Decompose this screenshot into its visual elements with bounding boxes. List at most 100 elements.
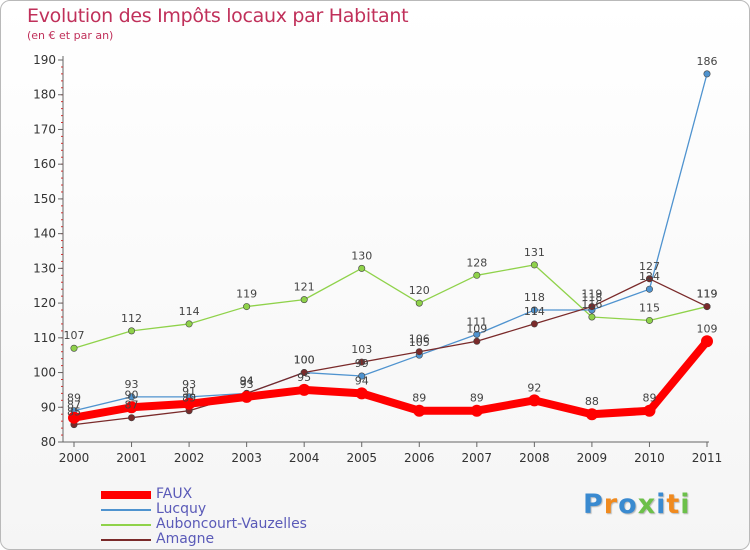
legend-label-2: Auboncourt-Vauzelles [156,516,307,532]
data-point-0-0 [68,411,80,424]
y-tick-label: 130 [33,261,56,275]
chart-axes: 80 90 100 110 120 130 140 150 160 170 180 190 2000 20… [33,53,722,465]
x-tick-label: 2002 [174,451,205,465]
data-label-2-7: 128 [466,256,487,269]
data-label-1-4: 100 [294,354,315,367]
data-label-1-9: 118 [581,291,602,304]
data-point-2-6 [415,299,423,307]
data-label-3-6: 106 [409,333,430,346]
data-point-3-11 [703,303,711,311]
data-point-0-1 [125,401,138,414]
data-label-1-10: 124 [639,270,660,283]
y-tick-label: 80 [41,435,56,449]
y-tick-label: 160 [33,157,56,171]
data-point-0-11 [701,335,713,348]
data-point-2-8 [530,261,538,269]
data-label-3-10: 127 [639,260,660,273]
data-label-3-4: 100 [294,354,315,367]
x-tick-label: 2000 [59,451,90,465]
data-label-0-10: 89 [642,392,656,405]
data-label-3-0: 85 [67,406,81,419]
data-point-0-7 [470,404,483,417]
logo-letter-3: x [637,489,657,520]
x-tick-label: 2003 [231,451,262,465]
data-point-0-10 [643,404,656,417]
data-label-2-9: 116 [581,298,602,311]
legend-swatch-3 [101,539,151,541]
data-label-1-1: 93 [125,378,139,391]
y-tick-label: 140 [33,227,56,241]
series-line-1 [73,73,708,412]
data-label-2-0: 107 [64,329,85,342]
data-point-2-0 [70,344,78,352]
data-label-3-9: 119 [581,288,602,301]
y-tick-label: 110 [33,331,56,345]
data-label-1-7: 111 [466,315,487,328]
data-label-2-10: 115 [639,301,660,314]
logo-letter-6: i [680,489,691,520]
data-label-1-5: 99 [355,357,369,370]
data-label-3-3: 94 [240,374,254,387]
data-point-0-3 [240,390,253,403]
data-label-0-2: 91 [182,385,196,398]
data-label-2-8: 131 [524,246,545,259]
logo-letter-5: t [666,489,681,520]
data-point-3-5 [358,358,366,366]
data-label-2-3: 119 [236,288,257,301]
data-point-2-10 [645,316,653,324]
y-tick-label: 180 [33,88,56,102]
logo-letter-2: o [618,489,638,520]
data-label-0-6: 89 [412,392,426,405]
series-line-2 [73,264,708,349]
data-point-0-2 [183,397,196,410]
data-label-3-1: 87 [125,399,139,412]
data-label-0-7: 89 [470,392,484,405]
series-points [68,70,713,429]
data-label-3-2: 89 [182,392,196,405]
data-point-3-8 [530,320,538,328]
legend-swatch-1 [101,509,151,511]
data-point-0-5 [355,387,368,400]
data-point-0-9 [585,408,598,421]
data-label-1-3: 94 [240,374,254,387]
x-tick-label: 2007 [462,451,493,465]
x-tick-label: 2005 [346,451,377,465]
legend-item-3[interactable]: Amagne [101,531,361,547]
data-point-2-9 [588,313,596,321]
x-tick-label: 2011 [692,451,723,465]
data-label-1-2: 93 [182,378,196,391]
data-label-0-3: 93 [240,378,254,391]
data-point-3-1 [128,414,136,422]
data-point-0-8 [528,394,541,407]
y-tick-label: 190 [33,53,56,67]
data-point-2-5 [358,264,366,272]
x-tick-label: 2004 [289,451,320,465]
x-tick-label: 2006 [404,451,435,465]
data-label-0-0: 87 [67,399,81,412]
data-label-2-5: 130 [351,249,372,262]
data-label-3-8: 114 [524,305,545,318]
data-point-2-1 [128,327,136,335]
data-point-0-6 [413,404,426,417]
data-point-2-7 [473,271,481,279]
data-label-0-8: 92 [527,381,541,394]
logo-letter-1: r [603,489,619,520]
data-label-3-7: 109 [466,322,487,335]
chart-subtitle: (en € et par an) [27,29,114,42]
data-label-2-2: 114 [179,305,200,318]
legend-item-2[interactable]: Auboncourt-Vauzelles [101,516,361,532]
data-label-0-11: 109 [697,322,718,335]
logo-letter-0: P [583,489,604,520]
data-label-1-0: 89 [67,392,81,405]
y-tick-label: 120 [33,296,56,310]
data-label-0-1: 90 [125,388,139,401]
y-tick-label: 90 [41,400,56,414]
legend-item-1[interactable]: Lucquy [101,501,361,517]
data-label-0-5: 94 [355,374,369,387]
data-point-1-8 [530,306,538,314]
legend-label-0: FAUX [156,486,193,502]
data-label-1-6: 105 [409,336,430,349]
legend-item-0[interactable]: FAUX [101,486,361,502]
